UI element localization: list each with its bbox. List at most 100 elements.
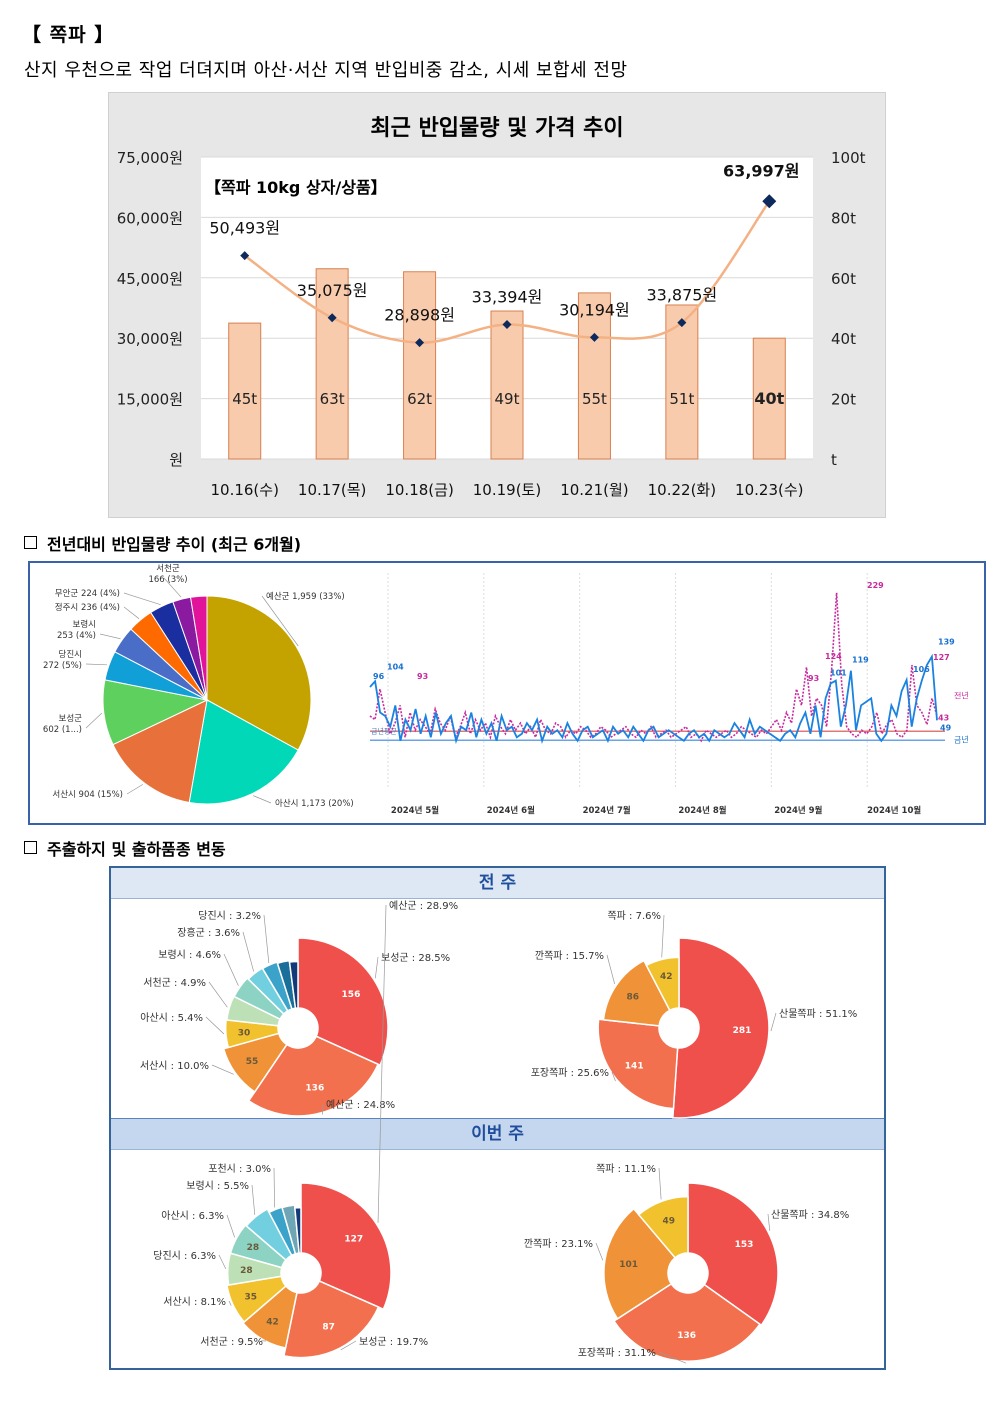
price-label: 50,493원	[209, 219, 280, 238]
pie-leader-line	[85, 712, 103, 729]
avg-marker-label: 금년평균	[371, 726, 397, 735]
chart-title: 최근 반입물량 및 가격 추이	[370, 116, 623, 141]
price-label: 28,898원	[384, 306, 455, 325]
donut-label: 서천군 : 9.5%	[200, 1336, 263, 1348]
pie-slice	[206, 595, 312, 751]
donut-leader-line	[223, 953, 239, 986]
donut-value: 153	[735, 1240, 754, 1250]
price-label: 33,875원	[646, 286, 717, 305]
donut-value: 30	[238, 1028, 251, 1038]
donut-slice	[597, 1018, 679, 1110]
volume-bar	[577, 292, 611, 460]
shipping-panel: 전 주 이번 주 156 보성군 : 28.5% 136 예산군 : 24.8% 55 서…	[109, 866, 886, 1370]
data-label: 139	[938, 638, 955, 647]
pie-leader-line	[261, 595, 299, 647]
chart-legend: 【쪽파 10kg 상자/상품】	[205, 178, 387, 197]
donut-label: 쪽파 : 7.6%	[607, 910, 661, 922]
data-label: 101	[830, 668, 847, 677]
donut-slice	[300, 1182, 392, 1311]
y-right-tick: 40t	[831, 330, 856, 348]
y-right-tick: 100t	[831, 149, 866, 167]
donut-label: 아산시 : 6.3%	[161, 1210, 224, 1222]
y-right-tick: 20t	[831, 391, 856, 409]
donut-leader-line	[208, 981, 228, 1008]
volume-bar	[665, 304, 699, 460]
donut-leader-line	[595, 1242, 604, 1261]
yoy-panel: 예산군 1,959 (33%) 아산시 1,173 (20%) 서산시 904 (1…	[28, 561, 986, 825]
page-title: 【 쪽파 】	[22, 24, 115, 46]
donut-leader-line	[606, 954, 616, 985]
donut-value: 28	[247, 1243, 260, 1253]
donut-label: 아산시 : 5.4%	[140, 1012, 203, 1024]
donut-label: 쪽파 : 11.1%	[596, 1163, 656, 1175]
donut-leader-line	[251, 1184, 256, 1215]
pie-label: 무안군 224 (4%)	[55, 588, 120, 599]
donut-leader-line	[767, 1213, 771, 1231]
donut-label: 보령시 : 4.6%	[158, 949, 221, 961]
donut-slice	[222, 1032, 288, 1093]
donut-slice	[297, 937, 389, 1067]
price-point	[762, 194, 777, 209]
donut-value: 42	[266, 1318, 279, 1328]
donut-label: 깐쪽파 : 15.7%	[535, 950, 604, 962]
price-point	[240, 251, 250, 261]
donut-value: 127	[344, 1235, 363, 1245]
volume-bar	[490, 310, 524, 460]
donut-value: 101	[619, 1260, 638, 1270]
donut-value: 141	[625, 1061, 644, 1071]
y-right-tick: t	[831, 451, 837, 469]
prev-week-band: 전 주	[111, 868, 884, 899]
pie-slice	[188, 699, 299, 805]
volume-bar	[403, 271, 437, 460]
donut-label: 산물쪽파 : 34.8%	[771, 1209, 849, 1221]
volume-label: 55t	[582, 390, 607, 408]
donut-leader-line	[226, 1214, 235, 1238]
donut-leader-line	[228, 1300, 232, 1306]
donut-label: 보령시 : 5.5%	[186, 1180, 249, 1192]
data-label: 127	[933, 653, 950, 662]
pie-label: 예산군 1,959 (33%)	[266, 591, 345, 602]
y-left-tick: 15,000원	[117, 391, 183, 409]
donut-label: 예산군 : 24.8%	[326, 1099, 395, 1111]
pie-label: 보성군	[59, 714, 83, 724]
shipping-heading-text: 주출하지 및 출하품종 변동	[47, 840, 226, 859]
donut-slice	[283, 1280, 380, 1359]
shipping-section-heading: 주출하지 및 출하품종 변동	[24, 836, 226, 860]
volume-label: 45t	[232, 390, 257, 408]
donut-value: 136	[677, 1331, 696, 1341]
yoy-heading-text: 전년대비 반입물량 추이 (최근 6개월)	[47, 535, 302, 554]
pie-label: 602 (1...)	[43, 725, 82, 735]
pie-label: 서천군	[156, 563, 180, 574]
pie-slice	[189, 595, 208, 701]
price-point	[589, 332, 599, 342]
pie-label: 272 (5%)	[43, 661, 82, 671]
donut-slice	[241, 1284, 298, 1349]
x-tick-label: 10.21(월)	[560, 481, 628, 499]
donut-value: 136	[305, 1084, 324, 1094]
price-point	[415, 338, 425, 348]
donut-label: 서산시 : 8.1%	[163, 1296, 226, 1308]
donut-label: 당진시 : 3.2%	[198, 910, 261, 922]
volume-bar	[752, 337, 786, 460]
data-label: 96	[373, 672, 385, 681]
donut-leader-line	[322, 1103, 324, 1115]
data-label: 93	[417, 672, 428, 681]
price-label: 30,194원	[559, 300, 630, 319]
checkbox-icon	[24, 841, 37, 854]
data-label: 124	[825, 652, 842, 661]
donut-label: 서산시 : 10.0%	[140, 1060, 209, 1072]
donut-leader-line	[377, 904, 387, 1223]
donut-slice	[294, 1206, 302, 1254]
pie-label: 정주시 236 (4%)	[55, 602, 120, 613]
donut-label: 보성군 : 19.7%	[359, 1336, 428, 1348]
month-label: 2024년 6월	[487, 805, 535, 816]
pie-leader-line	[252, 795, 272, 804]
price-label: 33,394원	[472, 288, 543, 307]
donut-leader-line	[340, 1340, 357, 1351]
pie-label: 서산시 904 (15%)	[52, 789, 123, 800]
donut-leader-line	[218, 1254, 227, 1270]
checkbox-icon	[24, 536, 37, 549]
month-label: 2024년 7월	[583, 805, 631, 816]
donut-value: 42	[660, 972, 673, 982]
